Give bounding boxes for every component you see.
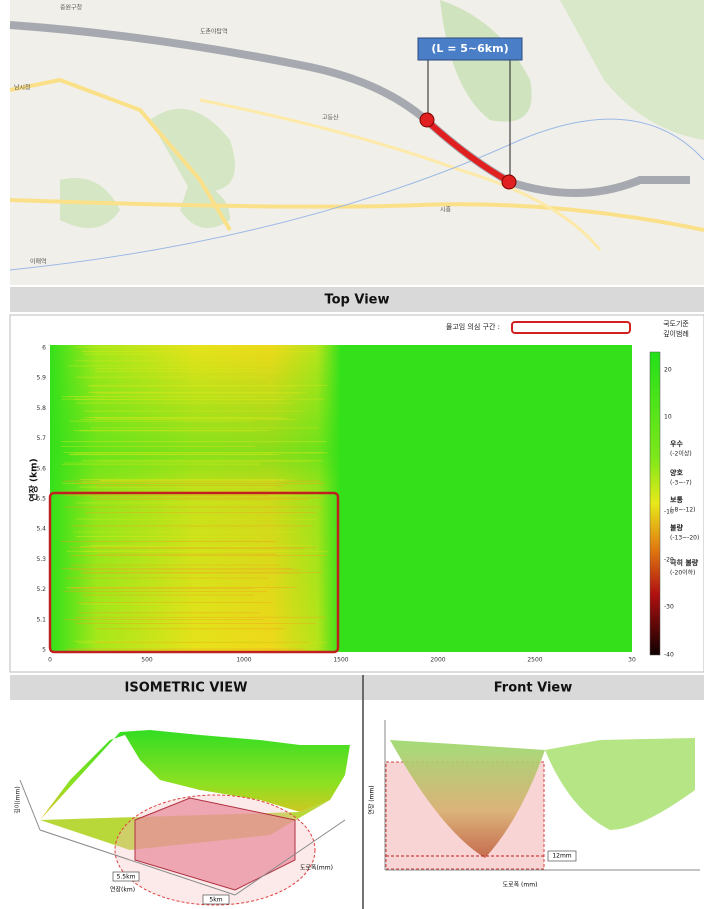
- class-range: (-8~-12): [670, 507, 696, 514]
- front-plot: 12mm 도로폭 (mm) 연장 (mm): [368, 710, 701, 889]
- y-tick-label: 6: [42, 345, 46, 352]
- isometric-plot: 깊이(mm) 5.5km 5km 연장(km) 도로폭(mm): [14, 730, 351, 905]
- place-label: 남시청: [14, 84, 31, 92]
- class-name: 불량: [670, 523, 683, 532]
- y-tick-label: 5.4: [36, 526, 46, 533]
- x-axis-label: 연장(km): [110, 886, 135, 894]
- class-range: (-13~-20): [670, 535, 699, 542]
- figure: (L = 5~6km) 중원구청도촌야탑역남시청고등산시흥이매역 Top Vie…: [0, 0, 704, 909]
- place-label: 도촌야탑역: [200, 28, 228, 36]
- class-name: 우수: [670, 439, 683, 448]
- class-range: (-3~-7): [670, 480, 692, 487]
- z-axis-label: 깊이(mm): [14, 786, 22, 813]
- class-name: 보통: [670, 495, 683, 504]
- callout: (L = 5~6km): [431, 42, 508, 55]
- heatmap-shade: [50, 345, 632, 652]
- place-label: 고등산: [322, 114, 339, 122]
- label: 5.5km: [117, 874, 136, 881]
- label: 5km: [209, 897, 222, 904]
- axis: [20, 780, 40, 830]
- legend-label: 물고임 의심 구간 :: [446, 322, 500, 331]
- class-name: 극히 불량: [670, 558, 699, 567]
- section-end: [502, 175, 516, 189]
- colorbar-title: 국도기준: [663, 319, 689, 328]
- class-range: (-2이상): [670, 450, 692, 458]
- panel-title: ISOMETRIC VIEW: [125, 681, 248, 696]
- depth-label: 12mm: [552, 853, 571, 860]
- y-tick-label: 5.5: [36, 496, 46, 503]
- header-bar: [10, 675, 704, 700]
- section-start: [420, 113, 434, 127]
- colorbar-tick: -40: [664, 652, 674, 659]
- y-tick-label: 5.2: [36, 586, 46, 593]
- place-label: 중원구청: [60, 4, 82, 12]
- y-tick-label: 5.9: [36, 375, 46, 382]
- place-label: 시흥: [440, 206, 452, 214]
- colorbar-title: 깊이범례: [663, 329, 689, 338]
- x-tick-label: 30: [628, 657, 636, 664]
- y-axis-label: 연장 (mm): [368, 785, 376, 814]
- y-tick-label: 5.8: [36, 405, 46, 412]
- colorbar: [650, 352, 660, 655]
- x-tick-label: 0: [48, 657, 52, 664]
- y-tick-label: 5.6: [36, 465, 46, 472]
- class-range: (-20이하): [670, 569, 696, 577]
- colorbar-tick: 20: [664, 367, 672, 374]
- x-tick-label: 2000: [430, 657, 445, 664]
- panel-title: Top View: [324, 293, 389, 308]
- colorbar-tick: -30: [664, 604, 674, 611]
- x-tick-label: 1500: [333, 657, 348, 664]
- y-tick-label: 5: [42, 647, 46, 654]
- y-axis-label: 도로폭(mm): [300, 865, 333, 872]
- x-tick-label: 1000: [236, 657, 251, 664]
- x-tick-label: 2500: [527, 657, 542, 664]
- colorbar-tick: 10: [664, 414, 672, 421]
- x-axis-label: 도로폭 (mm): [503, 882, 538, 889]
- y-tick-label: 5.1: [36, 616, 46, 623]
- y-tick-label: 5.3: [36, 556, 46, 563]
- class-name: 양호: [670, 468, 683, 477]
- y-tick-label: 5.7: [36, 435, 46, 442]
- place-label: 이매역: [30, 258, 47, 266]
- x-tick-label: 500: [141, 657, 153, 664]
- panel-title: Front View: [494, 681, 573, 696]
